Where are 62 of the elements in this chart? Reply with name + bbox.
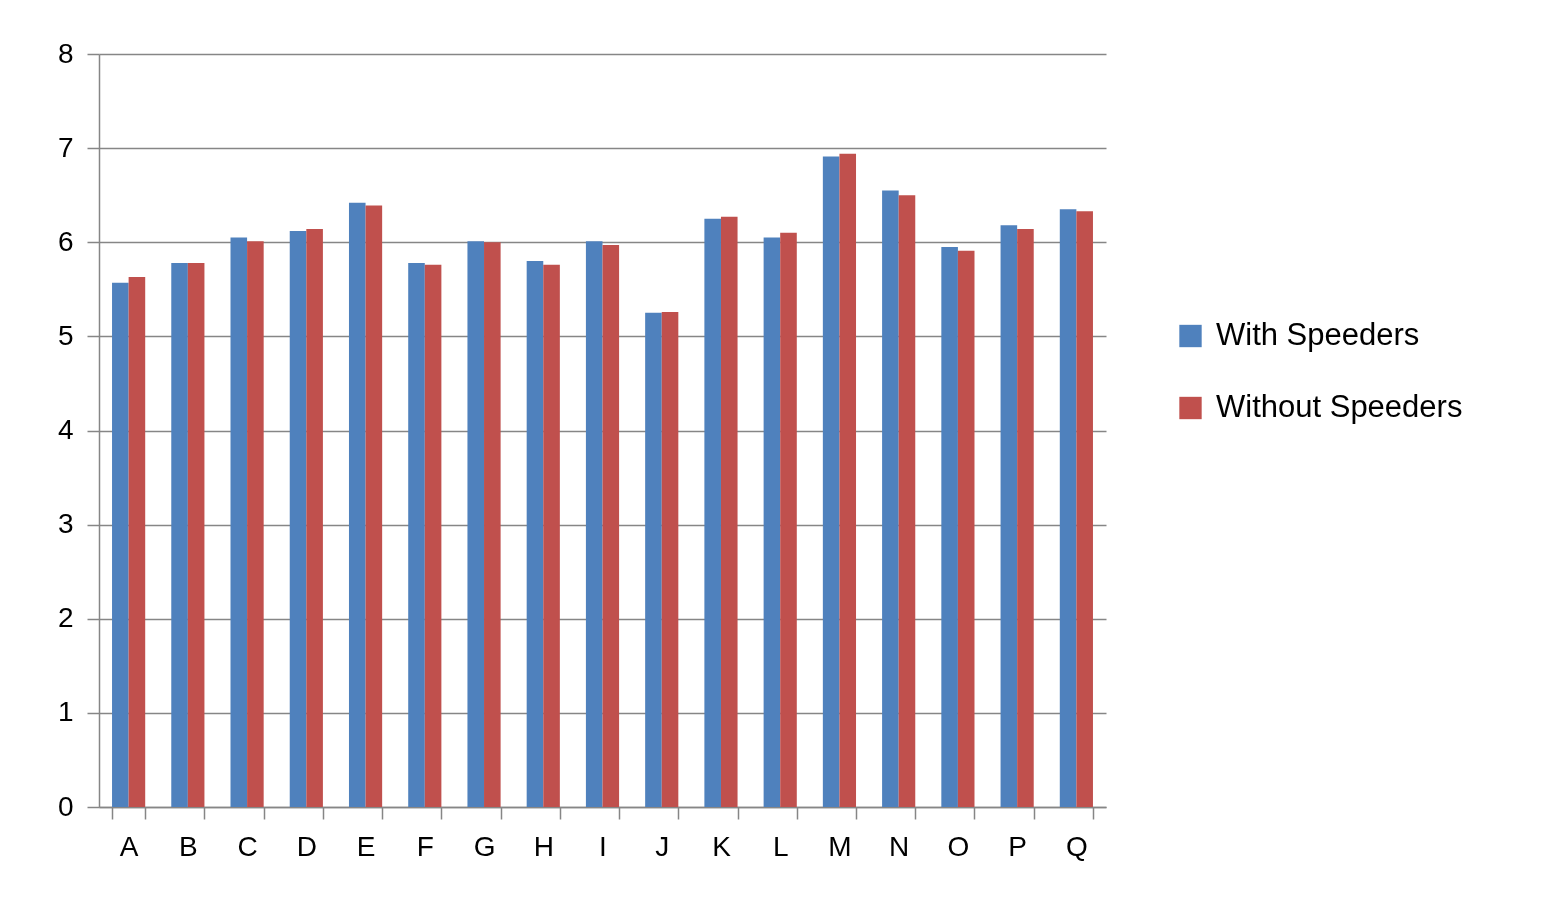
bar: [348, 202, 366, 807]
y-tick-label: 5: [57, 319, 74, 351]
y-tick-label: 4: [57, 414, 74, 445]
x-tick-label: B: [179, 830, 198, 862]
x-tick-label: L: [772, 830, 789, 862]
bar: [839, 153, 857, 807]
x-tick-label: G: [473, 830, 496, 862]
bar: [941, 246, 958, 807]
bar: [247, 241, 264, 807]
x-tick-label: Q: [1065, 830, 1088, 862]
bar: [171, 262, 188, 807]
bar: [484, 242, 501, 807]
x-tick-label: P: [1008, 830, 1027, 862]
x-tick-label: O: [947, 830, 970, 862]
x-tick-label: E: [356, 830, 376, 862]
bar: [289, 230, 307, 807]
bar: [898, 195, 916, 807]
x-tick-label: C: [237, 830, 258, 862]
bar: [720, 216, 738, 807]
y-tick-label: 3: [57, 508, 74, 540]
bar: [602, 245, 620, 807]
bar: [467, 241, 485, 807]
x-tick-label: D: [296, 830, 317, 862]
x-tick-label: N: [889, 830, 910, 862]
y-tick-label: 8: [57, 37, 74, 69]
bar: [306, 229, 323, 807]
y-tick-label: 2: [57, 602, 74, 634]
bar: [187, 262, 205, 807]
bar: [1017, 229, 1034, 807]
bar: [585, 241, 603, 807]
y-tick-label: 0: [57, 790, 74, 822]
legend-label: Without Speeders: [1216, 389, 1463, 424]
bar: [780, 232, 797, 807]
bar: [543, 264, 560, 807]
x-tick-label: M: [828, 830, 852, 862]
bar: [230, 237, 248, 807]
y-tick-label: 7: [57, 131, 74, 163]
x-tick-label: F: [416, 830, 434, 862]
x-tick-label: K: [712, 830, 732, 862]
bar: [408, 262, 425, 807]
bar: [763, 237, 781, 807]
bar: [1076, 211, 1093, 807]
x-tick-label: A: [119, 830, 139, 862]
y-tick-label: 6: [57, 225, 74, 257]
bar: [661, 311, 679, 807]
y-tick-label: 1: [57, 696, 74, 728]
bar: [128, 277, 146, 807]
bar: [704, 218, 721, 807]
bar: [365, 205, 383, 807]
legend-label: With Speeders: [1216, 317, 1420, 352]
bar: [957, 250, 975, 807]
x-tick-label: I: [599, 830, 607, 862]
bar: [822, 156, 840, 807]
bar: [645, 312, 662, 807]
bar: [882, 190, 899, 807]
x-tick-label: J: [655, 830, 670, 862]
x-tick-label: H: [533, 830, 554, 862]
bar: [424, 264, 442, 807]
bar: [526, 261, 544, 807]
bar: [1059, 209, 1077, 807]
bar: [1000, 225, 1018, 807]
bar: [112, 282, 129, 807]
